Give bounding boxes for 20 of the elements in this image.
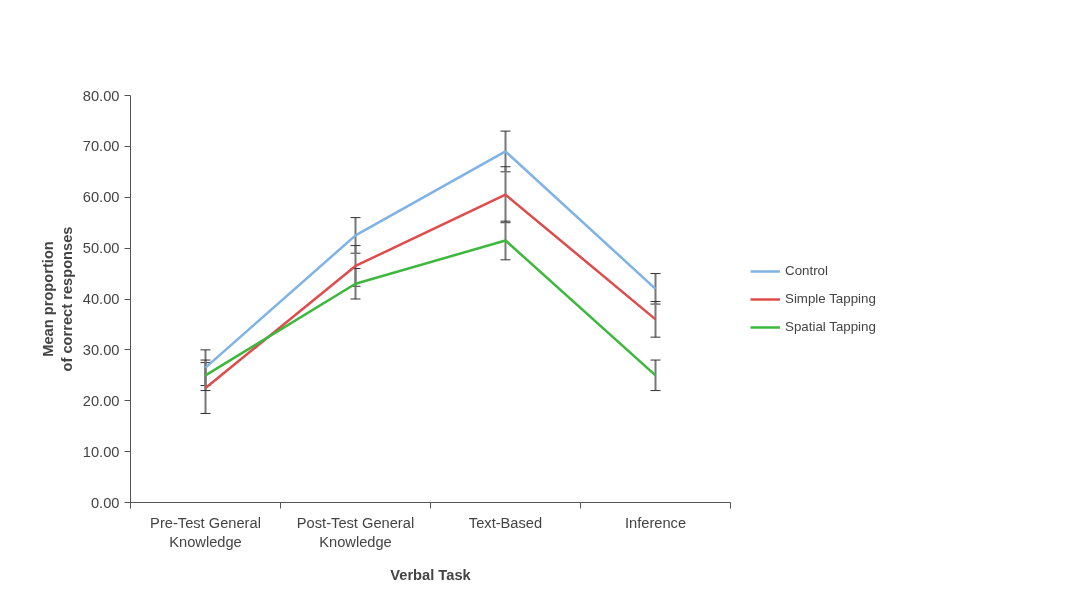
x-tick-label: Text-Based — [468, 514, 543, 531]
y-axis-title: Mean proportion of correct responses — [39, 226, 75, 372]
y-tick-label: 20.00 — [82, 392, 120, 409]
y-tick-label: 0.00 — [90, 494, 120, 511]
y-tick-label: 10.00 — [82, 443, 120, 460]
y-tick-label: 60.00 — [82, 189, 120, 206]
x-tick-label: Pre-Test General Knowledge — [150, 514, 261, 550]
x-axis-title: Verbal Task — [390, 566, 472, 583]
x-tick-label: Post-Test General Knowledge — [296, 514, 415, 550]
legend-label: Spatial Tapping — [785, 319, 876, 334]
y-tick-label: 40.00 — [82, 291, 120, 307]
legend-label: Simple Tapping — [785, 291, 876, 306]
line-series — [204, 193, 657, 390]
y-tick-label: 30.00 — [82, 341, 120, 358]
x-tick-label: Inference — [624, 514, 687, 531]
y-tick-label: 50.00 — [82, 240, 120, 257]
y-tick-label: 80.00 — [82, 87, 120, 104]
y-tick-label: 70.00 — [82, 138, 120, 155]
legend-label: Control — [785, 263, 828, 278]
line-series — [204, 150, 657, 369]
